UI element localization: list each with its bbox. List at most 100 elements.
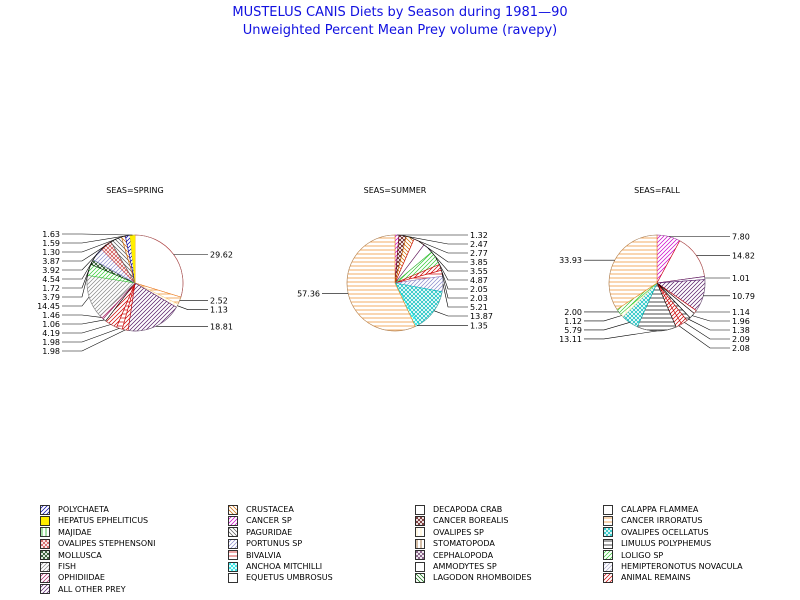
legend-swatch [603, 527, 613, 538]
legend-swatch [603, 550, 613, 560]
legend-swatch [40, 515, 50, 526]
legend-item-all-other-prey: ALL OTHER PREY [40, 584, 126, 595]
pie-leader-line [684, 322, 730, 340]
legend-swatch [228, 527, 238, 538]
chart-title: MUSTELUS CANIS Diets by Season during 19… [232, 5, 568, 20]
pie-leader-line [584, 315, 622, 322]
legend-label: STOMATOPODA [433, 539, 495, 549]
pie-leader-line [402, 235, 468, 245]
legend-swatch [415, 538, 425, 549]
legend-swatch [603, 561, 613, 572]
pie-leader-line [62, 244, 107, 271]
legend-label: DECAPODA CRAB [433, 505, 503, 514]
legend-swatch [40, 538, 50, 549]
pie-seas-fall: SEAS=FALL7.8014.821.0110.791.141.961.382… [559, 186, 755, 353]
legend-swatch [228, 561, 238, 572]
legend-swatch [603, 504, 613, 515]
pie-title: SEAS=FALL [634, 186, 680, 195]
pie-value-label: 1.63 [42, 230, 60, 239]
legend-label: LOLIGO SP [621, 550, 664, 560]
pie-value-label: 14.45 [37, 302, 60, 311]
legend-swatch [40, 584, 50, 595]
pie-value-label: 2.05 [470, 285, 488, 294]
legend-item-hemipteronotus-novacula: HEMIPTERONOTUS NOVACULA [603, 561, 743, 572]
pie-leader-line [62, 236, 124, 253]
legend-item-cancer-borealis: CANCER BOREALIS [415, 515, 508, 526]
legend-label: HEPATUS EPHELITICUS [58, 516, 149, 526]
legend-label: MAJIDAE [58, 527, 92, 537]
legend-item-equetus-umbrosus: EQUETUS UMBROSUS [228, 572, 333, 583]
legend-label: CEPHALOPODA [433, 550, 494, 560]
legend-swatch [40, 504, 50, 515]
legend-label: OVALIPES SP [433, 527, 484, 537]
pie-seas-spring: SEAS=SPRING 29.62 2.521.13 18.81 1.631.591.3… [37, 186, 233, 356]
legend-swatch [415, 561, 425, 572]
legend-label: EQUETUS UMBROSUS [246, 573, 333, 583]
legend-item-decapoda-crab: DECAPODA CRAB [415, 504, 502, 515]
legend-label: ALL OTHER PREY [58, 584, 126, 594]
pie-value-label: 1.12 [564, 317, 582, 326]
legend-item-cancer-irroratus: CANCER IRRORATUS [603, 515, 702, 526]
pie-seas-summer: SEAS=SUMMER 1.322.472.773.853.554.872.052… [297, 186, 493, 332]
legend-label: OPHIDIIDAE [58, 573, 105, 583]
pie-value-label: 2.52 [210, 297, 228, 306]
pie-value-label: 1.14 [732, 308, 750, 317]
pie-value-label: 1.01 [732, 274, 750, 283]
pie-value-label: 1.72 [42, 284, 60, 293]
pie-value-label: 3.92 [42, 266, 60, 275]
legend-swatch [228, 550, 238, 560]
pie-value-label: 1.59 [42, 239, 60, 248]
pie-value-label: 13.87 [470, 312, 493, 321]
legend-label: CANCER BOREALIS [433, 516, 509, 526]
pie-value-label: 5.21 [470, 303, 488, 312]
legend-item-bivalvia: BIVALVIA [228, 550, 281, 561]
legend-item-ovalipes-sp: OVALIPES SP [415, 527, 484, 538]
legend-label: BIVALVIA [246, 550, 282, 560]
legend-label: FISH [58, 562, 77, 571]
pie-leader-line [419, 241, 468, 263]
pie-leader-line [62, 269, 90, 298]
pie-value-label: 3.87 [42, 257, 60, 266]
pie-value-label: 1.32 [470, 231, 488, 240]
legend-item-stomatopoda: STOMATOPODA [415, 538, 495, 549]
pie-value-label: 2.09 [732, 335, 750, 344]
pie-value-label: 57.36 [297, 289, 320, 298]
legend-item-portunus-sp: PORTUNUS SP [228, 538, 302, 549]
legend-item-limulus-polyphemus: LIMULUS POLYPHEMUS [603, 538, 711, 549]
pie-value-label: 10.79 [732, 292, 755, 301]
pie-value-label: 7.80 [732, 233, 750, 242]
legend-item-ophidiidae: OPHIDIIDAE [40, 572, 105, 583]
pie-leader-line [62, 319, 105, 325]
pie-value-label: 29.62 [210, 251, 233, 260]
pie-value-label: 1.98 [42, 338, 60, 347]
legend-item-calappa-flammea: CALAPPA FLAMMEA [603, 504, 698, 515]
legend-label: MOLLUSCA [58, 550, 102, 560]
legend-item-anchoa-mitchilli: ANCHOA MITCHILLI [228, 561, 322, 572]
pie-value-label: 2.00 [564, 308, 582, 317]
pie-leader-line [678, 325, 730, 349]
legend-swatch [603, 572, 613, 583]
pie-value-label: 1.96 [732, 317, 750, 326]
pie-leader-line [62, 324, 111, 334]
legend-label: HEMIPTERONOTUS NOVACULA [621, 562, 743, 571]
pie-value-label: 2.03 [470, 294, 488, 303]
legend-swatch [40, 527, 50, 538]
chart-subtitle: Unweighted Percent Mean Prey volume (rav… [242, 23, 558, 38]
pie-title: SEAS=SUMMER [364, 186, 427, 195]
pie-leader-line [442, 283, 468, 308]
pie-value-label: 4.19 [42, 329, 60, 338]
legend-label: LAGODON RHOMBOIDES [433, 573, 532, 583]
pie-leader-line [62, 296, 90, 307]
legend-swatch [415, 515, 425, 526]
pie-value-label: 1.13 [210, 306, 228, 315]
pie-leader-line [688, 318, 730, 331]
legend-item-ovalipes-ocellatus: OVALIPES OCELLATUS [603, 527, 709, 538]
pie-value-label: 4.87 [470, 276, 488, 285]
pie-value-label: 13.11 [559, 335, 582, 344]
pie-leader-line [692, 315, 730, 322]
pie-value-label: 5.79 [564, 326, 582, 335]
pie-leader-line [410, 237, 468, 254]
legend-item-paguridae: PAGURIDAE [228, 527, 292, 538]
